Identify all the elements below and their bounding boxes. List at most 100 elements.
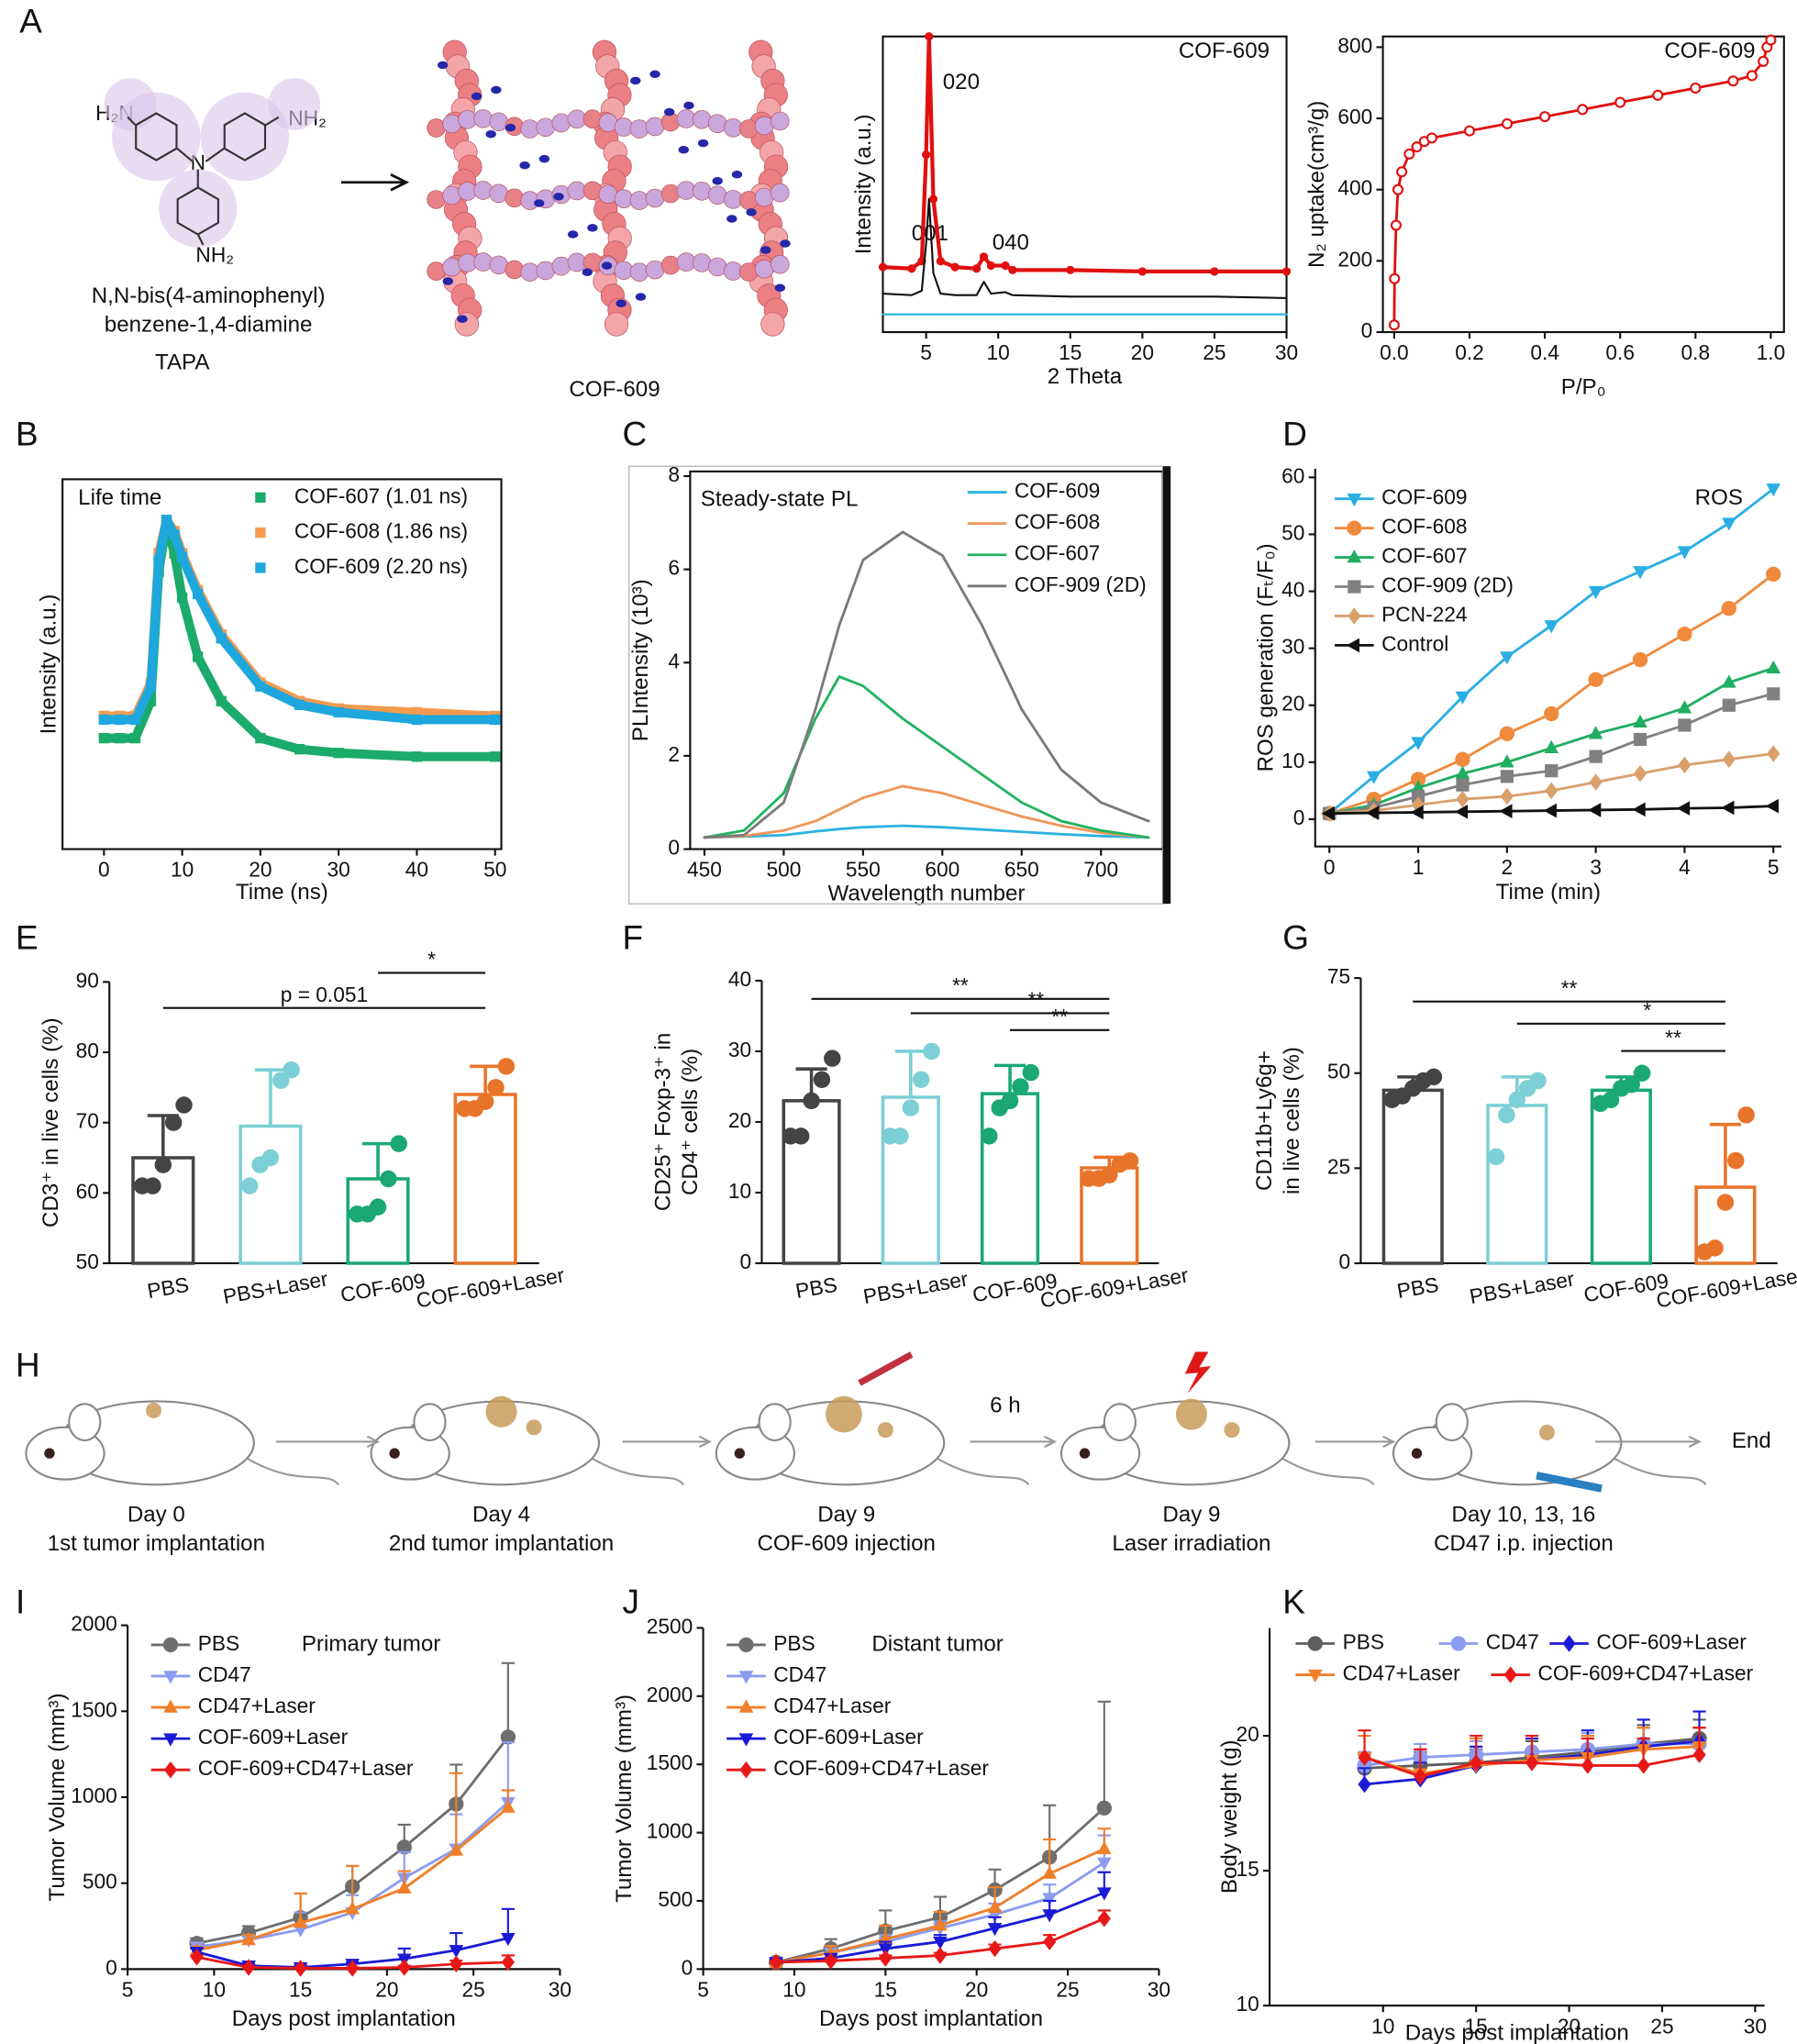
nitrogen-atom bbox=[678, 145, 689, 154]
y-tick-label: 40 bbox=[1281, 578, 1304, 602]
data-point bbox=[1001, 1092, 1019, 1110]
y-tick-label: 20 bbox=[728, 1108, 751, 1132]
bar bbox=[881, 1095, 940, 1265]
panel-letter: G bbox=[1282, 919, 1309, 957]
y-axis-title: Intensity (a.u.) bbox=[851, 114, 876, 254]
data-point bbox=[154, 1156, 172, 1173]
panel-letter: J bbox=[623, 1583, 639, 1621]
marker bbox=[1766, 483, 1781, 497]
data-point bbox=[892, 1128, 909, 1145]
y-axis-title: Tumor Volume (mm³) bbox=[45, 1694, 70, 1902]
annotation: COF-609 bbox=[1664, 39, 1755, 63]
series-line bbox=[882, 197, 1288, 299]
legend-label: COF-609 bbox=[1015, 479, 1100, 503]
data-point bbox=[1022, 1063, 1039, 1082]
marker bbox=[1096, 1887, 1112, 1901]
y-tick-label: 75 bbox=[1327, 964, 1350, 988]
y-tick-label: 200 bbox=[1337, 247, 1372, 271]
panel-letter: B bbox=[16, 415, 39, 452]
step-event: COF-609 injection bbox=[757, 1531, 935, 1556]
legend-label: PBS bbox=[198, 1631, 239, 1655]
marker bbox=[1008, 265, 1017, 274]
x-tick-label: 0.4 bbox=[1530, 340, 1559, 364]
data-point bbox=[1706, 1239, 1724, 1257]
flow-arrow bbox=[1594, 1435, 1702, 1449]
y-tick-label: 50 bbox=[1281, 520, 1304, 544]
significance-label: * bbox=[1643, 998, 1651, 1022]
mouse-ear bbox=[758, 1403, 792, 1442]
x-tick-label: 550 bbox=[846, 858, 881, 882]
step-event: CD47 i.p. injection bbox=[1434, 1531, 1614, 1556]
legend-label: COF-607 bbox=[1381, 544, 1467, 568]
framework-atom bbox=[738, 262, 759, 282]
marker bbox=[1581, 1757, 1594, 1774]
step-day: Day 9 bbox=[817, 1503, 875, 1527]
mouse-tail bbox=[1614, 1457, 1707, 1486]
marker bbox=[1766, 566, 1781, 583]
data-point bbox=[487, 1079, 505, 1096]
bar bbox=[1486, 1104, 1548, 1265]
y-tick-label: 1500 bbox=[71, 1697, 117, 1721]
interval-label: 6 h bbox=[990, 1394, 1021, 1418]
marker bbox=[979, 252, 989, 261]
marker bbox=[449, 1842, 464, 1856]
framework-atom bbox=[442, 257, 461, 277]
marker bbox=[1137, 267, 1147, 276]
marker bbox=[1347, 494, 1362, 507]
bond bbox=[127, 116, 280, 246]
x-tick-label: 15 bbox=[1465, 2014, 1488, 2038]
data-point bbox=[283, 1061, 300, 1079]
marker bbox=[1677, 546, 1692, 560]
y-tick-label: 0 bbox=[105, 1955, 117, 1979]
legend-label: COF-607 bbox=[1015, 541, 1100, 565]
marker bbox=[1636, 1757, 1650, 1774]
marker bbox=[769, 1953, 783, 1972]
marker bbox=[1389, 272, 1401, 284]
marker bbox=[987, 1923, 1003, 1937]
bar bbox=[131, 1156, 195, 1265]
x-tick-label: 2 bbox=[1502, 855, 1514, 879]
framework-atom bbox=[692, 182, 712, 201]
marker bbox=[928, 194, 938, 204]
x-tick-label: 3 bbox=[1590, 855, 1602, 879]
marker bbox=[1450, 1636, 1467, 1651]
data-point bbox=[261, 1149, 280, 1167]
x-axis-title: Days post implantation bbox=[232, 2006, 456, 2031]
legend-label: COF-609+Laser bbox=[198, 1725, 349, 1749]
bar bbox=[782, 1099, 841, 1265]
marker bbox=[1767, 687, 1780, 701]
framework-atom bbox=[738, 119, 759, 139]
marker bbox=[294, 699, 305, 711]
y-tick-label: 0 bbox=[1361, 318, 1373, 342]
product-label: COF-609 bbox=[569, 377, 660, 402]
marker bbox=[1499, 726, 1515, 741]
marker bbox=[1455, 691, 1470, 705]
framework-atom bbox=[473, 181, 493, 200]
marker bbox=[1588, 803, 1602, 817]
tumor bbox=[526, 1419, 542, 1436]
data-point bbox=[390, 1135, 407, 1152]
marker bbox=[1500, 787, 1514, 805]
marker bbox=[1633, 714, 1647, 728]
data-point bbox=[1529, 1072, 1547, 1090]
marker bbox=[1678, 718, 1692, 732]
error-bar bbox=[894, 1050, 926, 1097]
y-tick-label: 0 bbox=[668, 836, 680, 860]
marker bbox=[1470, 1754, 1483, 1772]
benzene-ring bbox=[135, 112, 178, 161]
marker bbox=[501, 1932, 516, 1947]
marker bbox=[1347, 550, 1362, 563]
marker bbox=[987, 1899, 1003, 1914]
x-tick-label: 20 bbox=[965, 1978, 988, 2002]
y-tick-label: 50 bbox=[1327, 1060, 1350, 1083]
nitrogen-atom bbox=[780, 239, 791, 248]
error-bar bbox=[1097, 1700, 1111, 1808]
nitrogen-atom bbox=[601, 261, 613, 270]
marker bbox=[1358, 1749, 1371, 1766]
y-tick-label: 1000 bbox=[71, 1783, 117, 1807]
data-point bbox=[272, 1072, 290, 1089]
y-tick-label: 2500 bbox=[647, 1614, 693, 1638]
marker bbox=[1722, 517, 1736, 531]
marker bbox=[293, 1915, 308, 1928]
framework-atom bbox=[771, 111, 790, 131]
